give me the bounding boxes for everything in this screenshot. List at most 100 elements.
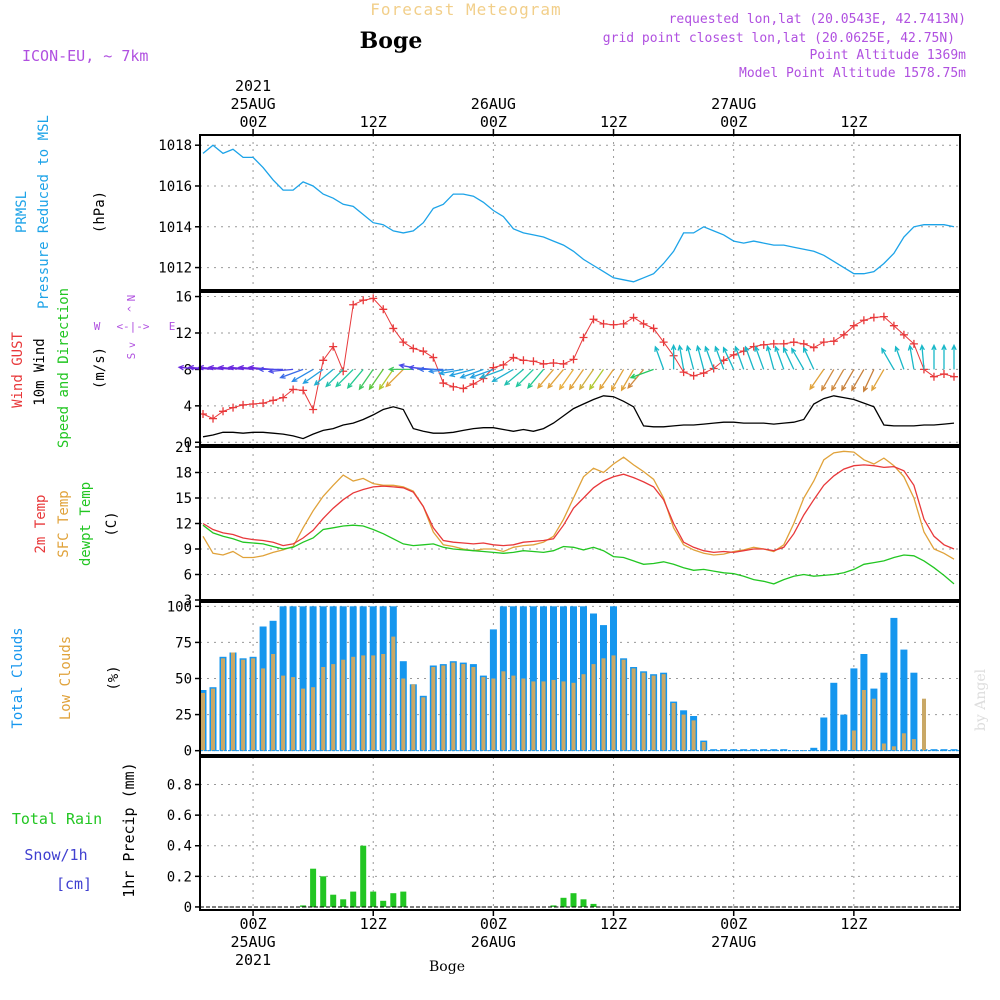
rain-bar bbox=[580, 899, 587, 907]
compass-rose: N ^ W <-|-> EvS bbox=[94, 295, 176, 360]
low-cloud-bar bbox=[231, 652, 235, 751]
snow-unit: [cm] bbox=[56, 875, 92, 893]
low-cloud-bar bbox=[461, 664, 466, 751]
low-cloud-bar bbox=[561, 681, 566, 751]
top-time-label: 2021 bbox=[235, 77, 271, 95]
gust-marker bbox=[269, 396, 278, 405]
wind-arrow bbox=[695, 344, 705, 370]
total-cloud-bar bbox=[570, 606, 577, 751]
low-cloud-bar bbox=[381, 654, 386, 751]
temp-unit: (C) bbox=[104, 511, 120, 536]
total-cloud-bar bbox=[730, 749, 738, 751]
low-cloud-bar bbox=[391, 636, 396, 751]
rain-bar bbox=[340, 899, 347, 907]
y-tick-label: 18 bbox=[175, 466, 192, 482]
y-tick-label: 12 bbox=[175, 326, 192, 342]
wind-arrow bbox=[863, 369, 875, 393]
gust-marker bbox=[509, 353, 518, 362]
bottom-time-label: 12Z bbox=[600, 915, 627, 933]
wind-arrow bbox=[782, 346, 795, 370]
pressure-label-1: PRMSL bbox=[14, 191, 30, 233]
total-cloud-bar bbox=[820, 717, 828, 751]
gust-marker bbox=[229, 403, 238, 412]
wind-arrow bbox=[515, 368, 534, 388]
rain-label: Total Rain bbox=[12, 810, 102, 828]
low-cloud-bar bbox=[441, 665, 446, 751]
gust-marker bbox=[579, 333, 588, 342]
low-cloud-bar bbox=[881, 743, 886, 751]
low-cloud-bar bbox=[451, 662, 456, 751]
wind-arrow bbox=[279, 368, 304, 379]
wind-arrow bbox=[654, 345, 665, 370]
wind-label: 10m Wind bbox=[32, 338, 48, 405]
gust-marker bbox=[209, 414, 218, 423]
gust-marker bbox=[939, 369, 948, 378]
total-cloud-bar bbox=[309, 606, 317, 751]
rain-bar bbox=[350, 891, 357, 907]
wind-arrow bbox=[765, 344, 775, 370]
wind-arrow bbox=[368, 369, 384, 391]
y-tick-label: 1018 bbox=[158, 138, 192, 154]
rain-bar bbox=[300, 905, 307, 907]
low-cloud-bar bbox=[261, 668, 266, 751]
low-cloud-bar bbox=[851, 730, 856, 751]
temp-2m-line bbox=[202, 464, 955, 554]
total-cloud-bar bbox=[760, 749, 768, 751]
gust-marker bbox=[259, 399, 268, 408]
total-cloud-bar bbox=[519, 606, 527, 751]
gust-marker bbox=[619, 319, 628, 328]
gust-marker bbox=[699, 369, 708, 378]
low-cloud-bar bbox=[591, 664, 596, 751]
low-cloud-bar bbox=[371, 655, 376, 751]
bottom-time-label: 26AUG bbox=[471, 933, 516, 951]
gust-marker bbox=[389, 324, 398, 333]
gust-marker bbox=[769, 339, 778, 348]
panel-1: 0 4 8 12 16 Wind GUST 10m Wind Speed and Direct… bbox=[10, 288, 961, 451]
y-tick-label: 9 bbox=[184, 542, 192, 558]
low-cloud-bar bbox=[271, 654, 276, 751]
gust-marker bbox=[489, 363, 498, 372]
y-tick-label: 8 bbox=[184, 362, 192, 378]
rain-bar bbox=[310, 868, 317, 907]
wind-arrow bbox=[821, 369, 835, 392]
bottom-time-label: 00Z bbox=[480, 915, 507, 933]
panel-2: 3 6 9 12 15 18 21 2m Temp SFC Temp dewpt Temp (C) bbox=[33, 440, 961, 609]
wind-arrow bbox=[378, 369, 394, 391]
compass-top-glyph: ^ bbox=[127, 306, 138, 312]
gust-marker bbox=[569, 355, 578, 364]
wind-arrow bbox=[479, 368, 504, 379]
gust-marker bbox=[439, 379, 448, 388]
low-cloud-bar bbox=[221, 658, 225, 751]
total-cloud-bar bbox=[850, 668, 858, 751]
top-time-label: 12Z bbox=[360, 113, 387, 131]
gust-marker bbox=[289, 385, 298, 394]
low-cloud-bar bbox=[491, 678, 496, 751]
gust-marker bbox=[239, 400, 248, 409]
total-cloud-bar bbox=[900, 649, 908, 751]
wind-arrow bbox=[809, 369, 825, 391]
pressure-unit: (hPa) bbox=[92, 191, 108, 233]
point-altitude: Point Altitude 1369m bbox=[809, 48, 966, 63]
gust-label: Wind GUST bbox=[10, 332, 26, 408]
top-time-label: 12Z bbox=[840, 113, 867, 131]
gust-marker bbox=[879, 312, 888, 321]
wind-arrow bbox=[578, 369, 595, 391]
low-cloud-bar bbox=[611, 655, 616, 751]
bottom-time-label: 2021 bbox=[235, 951, 271, 969]
gust-marker bbox=[909, 339, 918, 348]
gust-marker bbox=[799, 339, 808, 348]
snow-label: Snow/1h bbox=[24, 846, 87, 864]
wind-arrow bbox=[267, 368, 294, 374]
wind-arrow bbox=[459, 368, 484, 379]
gust-line bbox=[202, 297, 955, 420]
low-cloud-bar bbox=[922, 698, 926, 751]
rain-bar bbox=[380, 900, 387, 907]
panel-frame bbox=[199, 134, 961, 291]
gust-marker bbox=[949, 372, 958, 381]
gust-marker bbox=[339, 367, 348, 376]
gust-marker bbox=[659, 338, 668, 347]
wind-arrow bbox=[831, 369, 845, 392]
dewpoint-label: dewpt Temp bbox=[78, 482, 94, 566]
y-tick-label: 6 bbox=[184, 568, 192, 584]
